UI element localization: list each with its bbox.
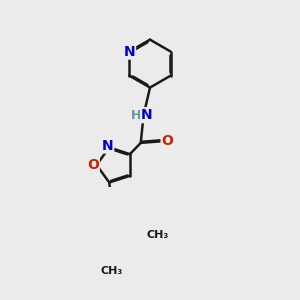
Text: CH₃: CH₃ (147, 230, 169, 240)
Text: CH₃: CH₃ (100, 266, 122, 276)
Text: O: O (87, 158, 99, 172)
Text: N: N (102, 139, 113, 153)
Text: N: N (141, 108, 153, 122)
Text: N: N (123, 45, 135, 58)
Text: O: O (162, 134, 173, 148)
Text: H: H (131, 109, 142, 122)
